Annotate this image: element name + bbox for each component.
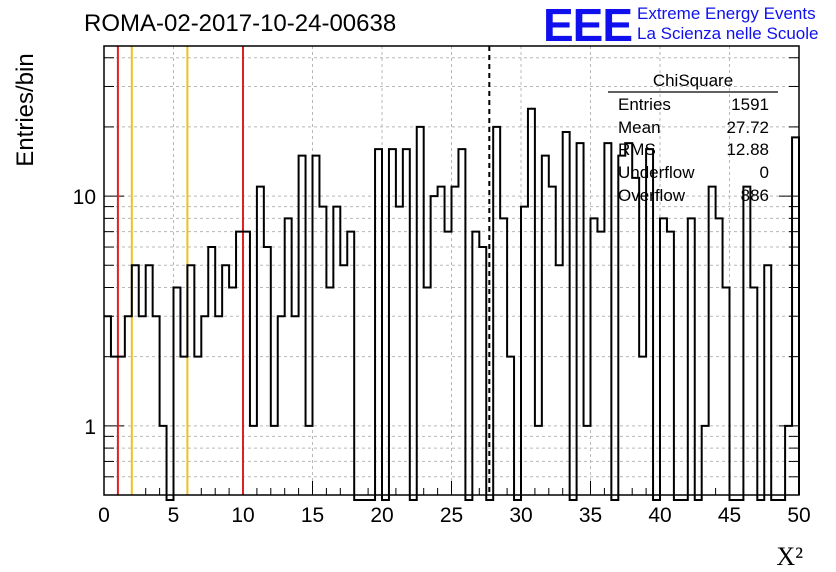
stats-label-rms: RMS [618, 140, 656, 159]
x-tick-label: 35 [579, 504, 602, 527]
x-tick-label: 10 [231, 504, 254, 527]
x-tick-label: 45 [718, 504, 741, 527]
y-axis-label: Entries/bin [12, 53, 39, 166]
y-tick-label: 10 [73, 186, 96, 209]
eee-logo: EEE [543, 0, 633, 51]
stats-label-entries: Entries [618, 95, 671, 114]
x-tick-label: 50 [787, 504, 810, 527]
x-tick-label: 5 [168, 504, 180, 527]
y-tick-label: 1 [84, 416, 96, 439]
x-tick-label: 15 [301, 504, 324, 527]
logo-subtitle-1: Extreme Energy Events [637, 4, 816, 23]
stats-box: ChiSquare Entries 1591 Mean 27.72 RMS 12… [608, 71, 778, 205]
stats-value-entries: 1591 [731, 95, 769, 114]
stats-title: ChiSquare [653, 71, 733, 90]
histogram-series [104, 107, 800, 501]
x-tick-label: 0 [98, 504, 110, 527]
stats-label-mean: Mean [618, 118, 661, 137]
plot-frame [103, 45, 800, 496]
x-tick-label: 25 [440, 504, 463, 527]
logo-subtitle-2: La Scienza nelle Scuole [637, 24, 819, 43]
stats-value-overflow: 886 [741, 186, 769, 205]
stats-value-rms: 12.88 [726, 140, 769, 159]
grid [104, 46, 799, 496]
stats-value-underflow: 0 [760, 163, 769, 182]
stats-label-overflow: Overflow [618, 186, 686, 205]
stats-value-mean: 27.72 [726, 118, 769, 137]
stats-label-underflow: Underflow [618, 163, 695, 182]
x-tick-label: 40 [648, 504, 671, 527]
x-tick-label: 30 [509, 504, 532, 527]
x-axis-label: X² [776, 542, 803, 571]
x-tick-labels: 0 5 10 15 20 25 30 35 40 45 50 [98, 504, 811, 527]
x-tick-label: 20 [370, 504, 393, 527]
run-title: ROMA-02-2017-10-24-00638 [84, 10, 397, 37]
y-tick-labels: 1 10 [73, 186, 96, 439]
